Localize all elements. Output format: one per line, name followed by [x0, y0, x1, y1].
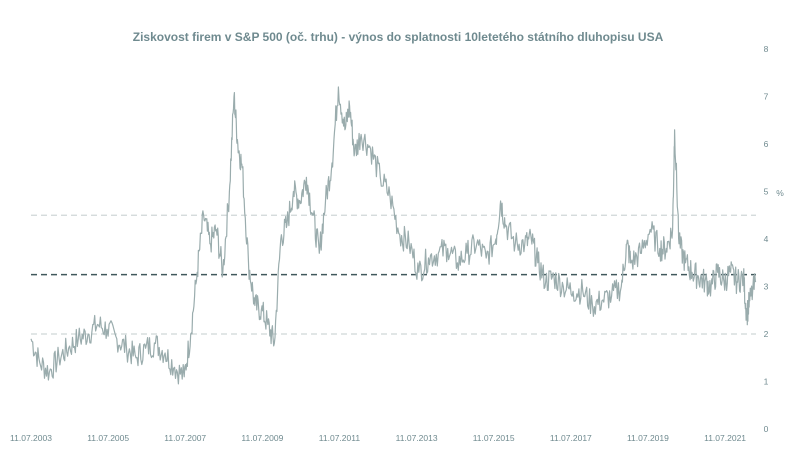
x-tick-label: 11.07.2003 [10, 433, 52, 443]
y-axis-ticks: 0 1 2 3 4 5 6 7 8 [764, 44, 769, 434]
x-tick-label: 11.07.2005 [87, 433, 129, 443]
x-tick-label: 11.07.2011 [319, 433, 361, 443]
y-tick-label: 7 [764, 92, 769, 102]
x-tick-label: 11.07.2015 [473, 433, 515, 443]
y-tick-label: 0 [764, 424, 769, 434]
y-tick-label: 8 [764, 44, 769, 54]
reference-lines [31, 214, 756, 335]
x-tick-label: 11.07.2009 [241, 433, 283, 443]
y-tick-label: 3 [764, 282, 769, 292]
y-tick-label: 1 [764, 377, 769, 387]
y-tick-label: 5 [764, 187, 769, 197]
chart-title: Ziskovost firem v S&P 500 (oč. trhu) - v… [133, 30, 664, 44]
x-axis-ticks: 11.07.2003 11.07.2005 11.07.2007 11.07.2009… [10, 433, 746, 443]
x-tick-label: 11.07.2013 [396, 433, 438, 443]
y-axis-label: % [776, 188, 784, 198]
x-tick-label: 11.07.2007 [164, 433, 206, 443]
x-tick-label: 11.07.2021 [704, 433, 746, 443]
y-tick-label: 6 [764, 139, 769, 149]
y-tick-label: 4 [764, 234, 769, 244]
x-tick-label: 11.07.2019 [627, 433, 669, 443]
series-line [30, 86, 757, 385]
y-tick-label: 2 [764, 329, 769, 339]
series-layer [30, 86, 757, 385]
x-tick-label: 11.07.2017 [550, 433, 592, 443]
